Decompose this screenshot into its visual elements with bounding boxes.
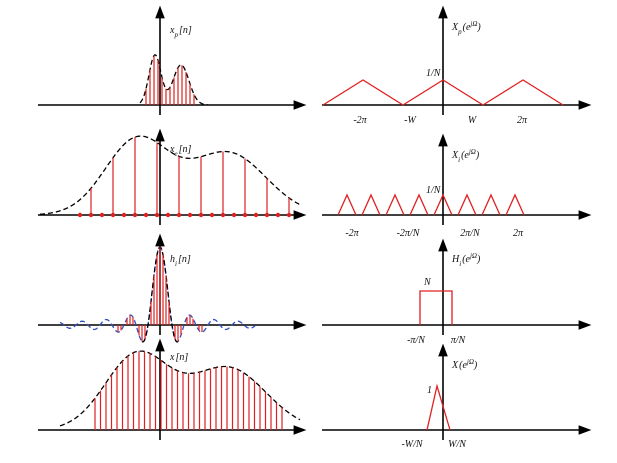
sample-dot — [143, 212, 149, 218]
label-arg: [n] — [175, 352, 188, 363]
label-open: (e — [462, 254, 470, 265]
label-sub: e — [174, 150, 177, 158]
label-base: x — [169, 25, 175, 36]
height-label: 1 — [427, 385, 432, 396]
label-open: (e — [459, 360, 467, 371]
label-arg: [n] — [179, 144, 192, 155]
label-base: H — [451, 254, 460, 265]
sample-dot — [231, 212, 237, 218]
axis-label: Xp(ejΩ) — [451, 20, 481, 36]
spectrum — [337, 193, 357, 216]
label-base: X — [451, 22, 459, 33]
label-sup: jΩ — [466, 358, 474, 366]
axis-label: hi[n] — [170, 254, 191, 268]
tick-label: π/N — [451, 335, 467, 346]
spectrum — [361, 193, 381, 216]
sample-dot — [77, 212, 83, 218]
tick-label: -2π — [345, 228, 359, 239]
tick-label: W/N — [448, 439, 467, 450]
label-sub: p — [173, 31, 178, 39]
label-arg: [n] — [179, 25, 192, 36]
tick-label: -W — [404, 115, 417, 126]
label-sub: i — [175, 260, 177, 268]
spectrum — [481, 193, 501, 216]
label-close: ) — [475, 150, 480, 161]
spectrum — [426, 383, 451, 431]
label-sub: i — [458, 156, 460, 164]
spectrum — [385, 193, 405, 216]
label-arg: [n] — [178, 254, 191, 265]
sample-dot — [209, 212, 215, 218]
tick-label: -2π/N — [397, 228, 421, 239]
label-base: x — [169, 352, 175, 363]
axis-label: xe[n] — [169, 144, 191, 158]
height-label: 1/N — [426, 185, 442, 196]
label-base: X — [451, 360, 459, 371]
label-sub: i — [459, 260, 461, 268]
sample-dot — [99, 212, 105, 218]
spectrum — [402, 79, 484, 106]
tick-label: 2π — [517, 115, 528, 126]
sample-dot — [253, 212, 259, 218]
spectrum — [457, 193, 477, 216]
label-sub: p — [457, 28, 462, 36]
tick-label: W — [468, 115, 478, 126]
spectrum — [409, 193, 429, 216]
label-base: x — [169, 144, 175, 155]
label-close: ) — [476, 254, 481, 265]
tick-label: -π/N — [407, 335, 426, 346]
label-close: ) — [473, 360, 478, 371]
sample-dot — [187, 212, 193, 218]
tick-label: 2π — [513, 228, 524, 239]
tick-label: 2π/N — [460, 228, 481, 239]
lowpass — [419, 290, 453, 325]
label-sup: jΩ — [469, 252, 477, 260]
label-sup: jΩ — [468, 148, 476, 156]
label-open: (e — [463, 22, 471, 33]
axis-label: xp[n] — [169, 25, 192, 39]
axis-label: X(ejΩ) — [451, 358, 478, 371]
sample-dot — [165, 212, 171, 218]
label-close: ) — [476, 22, 481, 33]
tick-label: -W/N — [401, 439, 423, 450]
height-label: 1/N — [426, 68, 442, 79]
height-label: N — [423, 277, 432, 288]
sample-dot — [275, 212, 281, 218]
label-base: h — [170, 254, 175, 265]
label-base: X — [451, 150, 459, 161]
sample-dot — [121, 212, 127, 218]
axis-label: Xi(ejΩ) — [451, 148, 480, 164]
axis-label: Hi(ejΩ) — [451, 252, 481, 268]
spectrum — [482, 79, 564, 106]
label-open: (e — [461, 150, 469, 161]
spectrum — [505, 193, 525, 216]
spectrum — [433, 193, 453, 216]
label-sup: jΩ — [469, 20, 477, 28]
axis-label: x[n] — [169, 352, 188, 363]
tick-label: -2π — [353, 115, 367, 126]
envelope — [139, 54, 209, 106]
spectrum — [322, 79, 404, 106]
